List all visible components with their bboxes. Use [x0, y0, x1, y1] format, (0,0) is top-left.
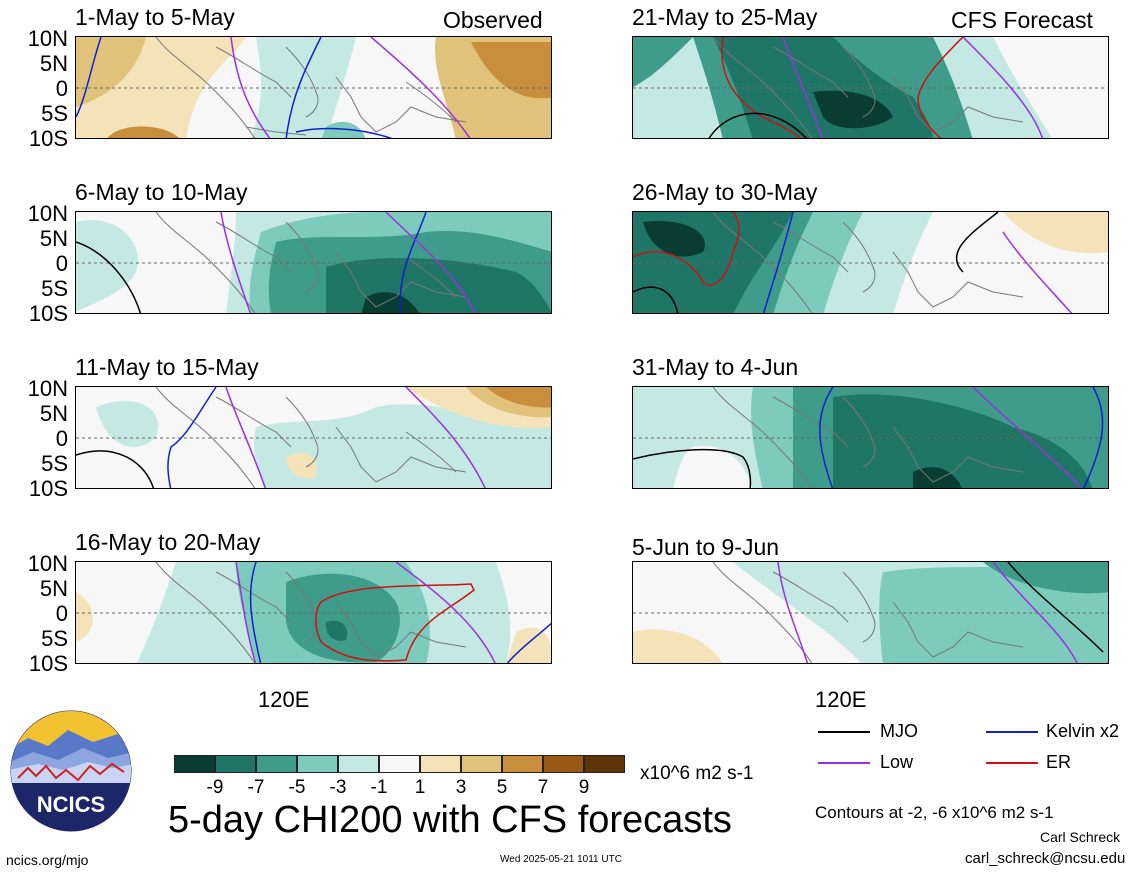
map-panel-2 — [75, 211, 552, 314]
timestamp: Wed 2025-05-21 1011 UTC — [500, 854, 622, 865]
observed-label: Observed — [443, 7, 543, 33]
colorbar-tick: 9 — [578, 777, 590, 798]
site-link[interactable]: ncics.org/mjo — [6, 852, 89, 868]
colorbar-box-2 — [215, 755, 256, 773]
colorbar-box-8 — [461, 755, 502, 773]
panel-title-8: 5-Jun to 9-Jun — [632, 534, 780, 560]
map-panel-7 — [632, 386, 1109, 489]
colorbar-tick: 1 — [414, 777, 426, 798]
map-panel-1 — [75, 36, 552, 139]
panel-title-5: 21-May to 25-May — [632, 4, 818, 30]
lon-label-left: 120E — [258, 687, 310, 712]
legend-mjo-label: MJO — [880, 721, 918, 741]
legend-low-line — [818, 762, 870, 764]
colorbar-tick: -5 — [288, 777, 306, 798]
panel-title-1: 1-May to 5-May — [75, 4, 235, 30]
author-email[interactable]: carl_schreck@ncsu.edu — [965, 850, 1126, 867]
colorbar-box-5 — [338, 755, 379, 773]
legend-er-label: ER — [1046, 752, 1072, 772]
legend-kelvin-label: Kelvin x2 — [1046, 721, 1120, 741]
colorbar-units: x10^6 m2 s-1 — [640, 763, 754, 784]
colorbar-box-11 — [584, 755, 625, 773]
colorbar-tick: 5 — [496, 777, 508, 798]
legend-kelvin-line — [986, 731, 1038, 733]
colorbar-tick: -9 — [206, 777, 224, 798]
panel-title-6: 26-May to 30-May — [632, 179, 818, 205]
colorbar-box-4 — [297, 755, 338, 773]
colorbar-tick: -1 — [370, 777, 388, 798]
legend-er-line — [986, 762, 1038, 764]
panel-title-3: 11-May to 15-May — [75, 354, 259, 380]
forecast-label: CFS Forecast — [951, 7, 1093, 33]
map-panel-5 — [632, 36, 1109, 139]
ncics-logo: NCICS — [8, 708, 134, 834]
logo-text: NCICS — [37, 792, 105, 817]
author-name: Carl Schreck — [1040, 829, 1121, 845]
panel-title-2: 6-May to 10-May — [75, 179, 248, 205]
colorbar-tick: 7 — [537, 777, 549, 798]
colorbar-tick: -7 — [247, 777, 265, 798]
panel-title-7: 31-May to 4-Jun — [632, 354, 799, 380]
colorbar-box-1 — [174, 755, 215, 773]
map-panel-3 — [75, 386, 552, 489]
colorbar-box-9 — [502, 755, 543, 773]
colorbar-box-10 — [543, 755, 584, 773]
lon-label-right: 120E — [815, 687, 867, 712]
legend-low-label: Low — [880, 752, 914, 772]
colorbar-tick: 3 — [455, 777, 467, 798]
colorbar-box-7 — [420, 755, 461, 773]
colorbar-box-3 — [256, 755, 297, 773]
map-panel-8 — [632, 561, 1109, 664]
main-title: 5-day CHI200 with CFS forecasts — [168, 799, 732, 841]
contours-note: Contours at -2, -6 x10^6 m2 s-1 — [815, 803, 1054, 822]
colorbar-box-6 — [379, 755, 420, 773]
legend-mjo-line — [818, 731, 870, 733]
map-panel-4 — [75, 561, 552, 664]
map-panel-6 — [632, 211, 1109, 314]
colorbar-tick: -3 — [329, 777, 347, 798]
panel-title-4: 16-May to 20-May — [75, 529, 261, 555]
